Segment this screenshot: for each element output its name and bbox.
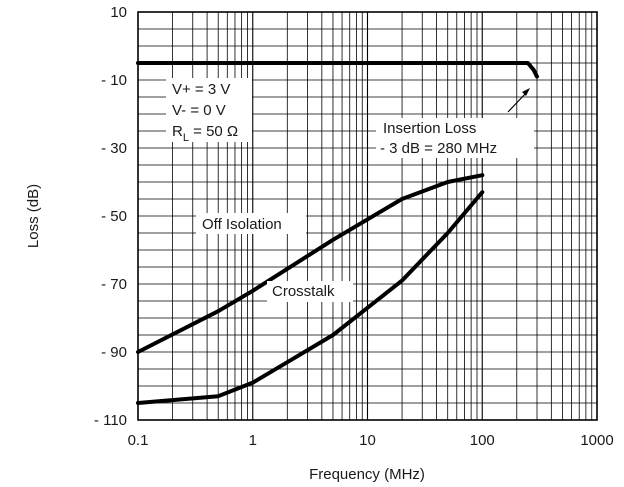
insertion-arrow-head (522, 88, 530, 96)
annotation-backgrounds (166, 78, 534, 302)
y-tick-label: - 90 (101, 344, 127, 361)
plot-frame (137, 11, 598, 421)
insertion-arrow-line (507, 91, 528, 113)
annotation-insertion-value: - 3 dB = 280 MHz (380, 140, 497, 157)
y-tick-label: - 110 (94, 412, 127, 429)
annotation-insertion-title: Insertion Loss (383, 120, 476, 137)
annotation-insertion-loss: Insertion Loss - 3 dB = 280 MHz (380, 88, 530, 157)
annotation-vplus: V+ = 3 V (172, 81, 230, 98)
annotation-conditions-bg (166, 78, 252, 142)
series-line-crosstalk (136, 190, 485, 405)
x-axis-title: Frequency (MHz) (309, 466, 425, 483)
y-tick-label: 10 (110, 4, 127, 21)
series-lines (136, 61, 539, 405)
x-tick-label: 0.1 (128, 432, 149, 449)
annotation-conditions: V+ = 3 V V- = 0 V RL = 50 Ω (172, 81, 238, 144)
label-crosstalk: Crosstalk (272, 283, 335, 300)
x-tick-label: 10 (359, 432, 376, 449)
x-tick-label: 1000 (580, 432, 613, 449)
y-axis-title: Loss (dB) (25, 184, 42, 248)
label-off-isolation: Off Isolation (202, 216, 282, 233)
x-tick-label: 100 (470, 432, 495, 449)
y-tick-label: - 10 (101, 72, 127, 89)
y-tick-label: - 30 (101, 140, 127, 157)
annotation-vminus: V- = 0 V (172, 102, 226, 119)
label-crosstalk-bg (267, 281, 353, 302)
annotation-rl: RL = 50 Ω (172, 123, 238, 144)
series-line-insertion-loss (136, 61, 539, 79)
annotation-insertion-bg (376, 118, 534, 158)
label-off-isolation-bg (196, 213, 306, 234)
x-tick-label: 1 (249, 432, 257, 449)
series-line-off-isolation (136, 173, 485, 354)
axis-ticks: 0.1 1 10 100 1000 10 - 10 - 30 - 50 - 70 - 90 - 110 (94, 4, 614, 449)
y-tick-label: - 70 (101, 276, 127, 293)
y-tick-label: - 50 (101, 208, 127, 225)
